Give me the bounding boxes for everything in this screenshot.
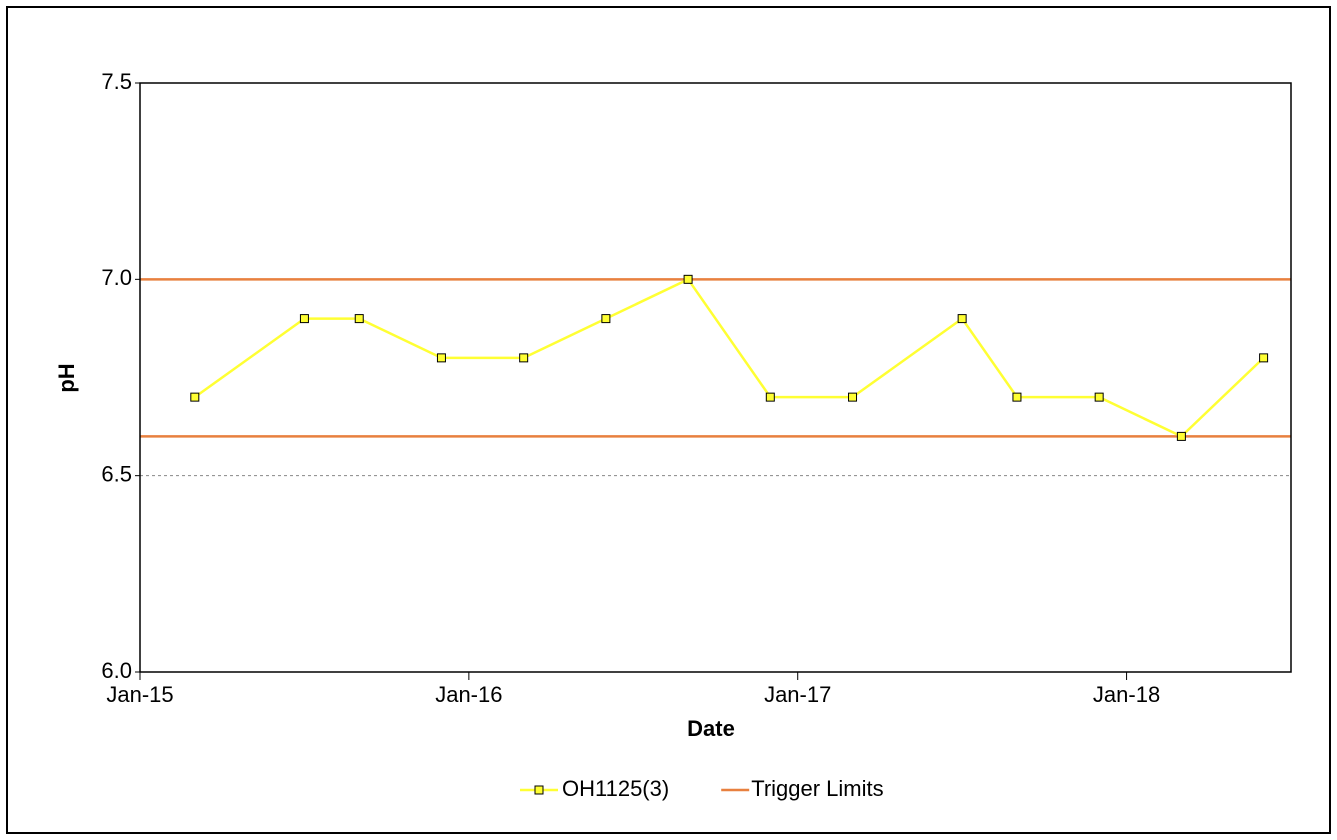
point xyxy=(765,392,775,402)
point xyxy=(354,314,364,324)
point xyxy=(683,274,693,284)
point xyxy=(190,392,200,402)
y-tick-label: 7.0 xyxy=(101,265,132,290)
x-tick-label: Jan-17 xyxy=(764,682,831,707)
x-tick-label: Jan-15 xyxy=(106,682,173,707)
frame xyxy=(6,6,1331,834)
y-axis-title: pH xyxy=(54,363,79,392)
point xyxy=(1094,392,1104,402)
y-tick-label: 6.5 xyxy=(101,461,132,486)
point xyxy=(1259,353,1269,363)
point xyxy=(436,353,446,363)
point xyxy=(601,314,611,324)
plot-border xyxy=(139,82,1292,673)
legend-label: Trigger Limits xyxy=(751,776,883,801)
legend-label: OH1125(3) xyxy=(562,776,669,801)
legend-marker xyxy=(534,785,544,795)
point xyxy=(848,392,858,402)
x-axis-title: Date xyxy=(687,716,735,741)
x-tick-label: Jan-16 xyxy=(435,682,502,707)
series-line xyxy=(194,277,1265,438)
point xyxy=(519,353,529,363)
x-tick-label: Jan-18 xyxy=(1093,682,1160,707)
y-tick-label: 6.0 xyxy=(101,658,132,683)
point xyxy=(1176,431,1186,441)
point xyxy=(1012,392,1022,402)
y-tick-label: 7.5 xyxy=(101,69,132,94)
point xyxy=(299,314,309,324)
point xyxy=(957,314,967,324)
